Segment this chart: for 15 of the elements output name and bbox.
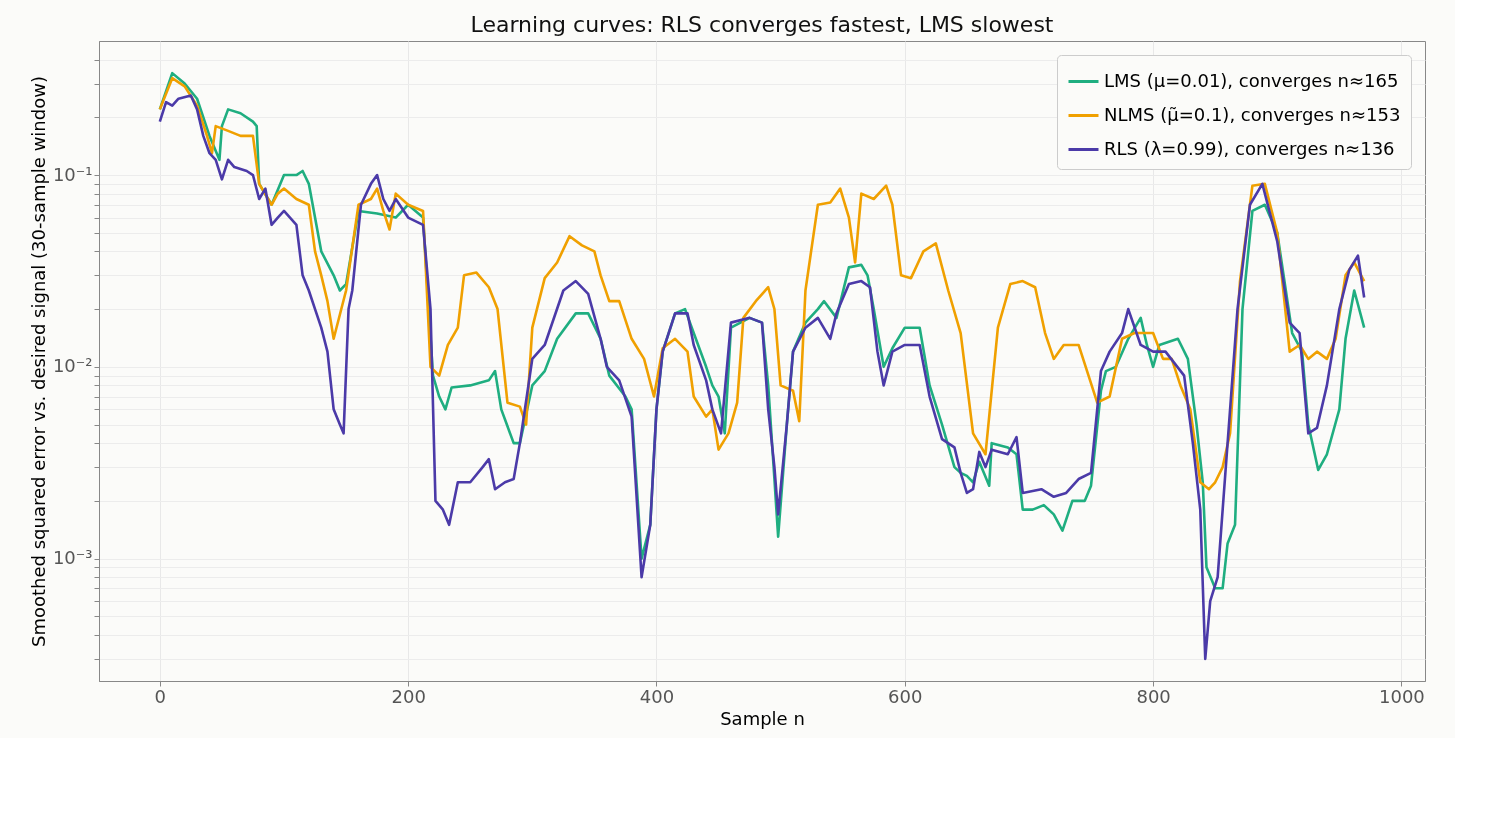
x-tick-label: 200 (391, 685, 426, 707)
y-tick-label: 10⁻² (52, 355, 93, 377)
legend-label: RLS (λ=0.99), converges n≈136 (1104, 137, 1395, 159)
x-tick-label: 600 (888, 685, 923, 707)
legend-label: NLMS (μ̃=0.1), converges n≈153 (1104, 103, 1401, 125)
y-tick-label: 10⁻¹ (52, 163, 93, 185)
x-tick-label: 0 (154, 685, 167, 707)
legend-label: LMS (μ=0.01), converges n≈165 (1104, 69, 1399, 91)
chart-title: Learning curves: RLS converges fastest, LMS slowest (470, 12, 1054, 37)
y-tick-label: 10⁻³ (52, 547, 93, 569)
x-tick-label: 400 (639, 685, 675, 707)
x-tick-label: 1000 (1379, 685, 1425, 707)
x-axis-title: Sample n (720, 707, 805, 729)
y-axis-title: Smoothed squared error vs. desired signal (30-sample window) (27, 76, 49, 647)
x-tick-label: 800 (1136, 685, 1171, 707)
